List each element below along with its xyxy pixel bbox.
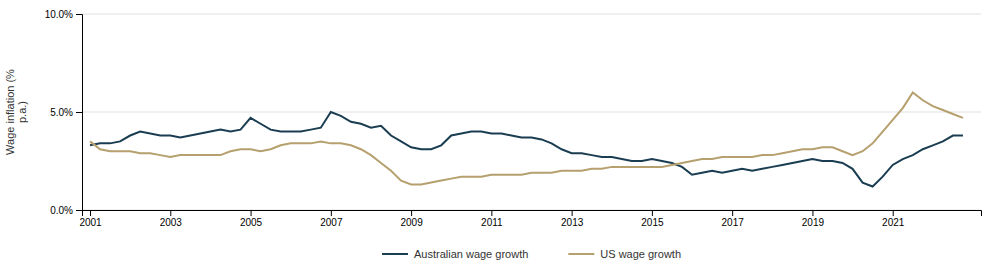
plot-area: 2001 2003 2005 2007 2009 2011 2013 2015 2017 2019… [4, 9, 982, 228]
legend-swatch [382, 253, 408, 255]
x-tick-mark [331, 210, 332, 216]
x-tick-mark [251, 210, 252, 216]
x-tick: 2019 [802, 210, 825, 228]
x-tick: 2003 [160, 210, 183, 228]
y-tick-mark [76, 210, 82, 211]
x-tick-label: 2015 [641, 217, 664, 228]
x-tick-label: 2001 [79, 217, 102, 228]
y-tick-label: 0.0% [50, 205, 73, 216]
x-tick-label: 2021 [882, 217, 905, 228]
x-tick-label: 2013 [561, 217, 584, 228]
x-tick-mark [732, 210, 733, 216]
legend-item: Australian wage growth [382, 248, 528, 260]
x-tick: 2007 [320, 210, 343, 228]
series-line [90, 112, 963, 186]
x-tick: 2021 [882, 210, 905, 228]
x-tick: 2017 [722, 210, 745, 228]
x-tick-mark [411, 210, 412, 216]
x-tick-mark [572, 210, 573, 216]
legend-label: US wage growth [600, 248, 681, 260]
x-tick-label: 2003 [160, 217, 183, 228]
y-tick: 0.0% [50, 205, 82, 216]
y-axis-title: Wage inflation (%p.a.) [4, 69, 28, 155]
x-tick-label: 2005 [240, 217, 263, 228]
x-axis: 2001 2003 2005 2007 2009 2011 2013 2015 2017 2019… [79, 210, 981, 228]
x-axis-line [83, 211, 982, 217]
grid [82, 14, 981, 210]
x-tick-label: 2011 [481, 217, 503, 228]
x-tick: 2011 [481, 210, 503, 228]
grid-line [82, 112, 981, 113]
x-tick-mark [170, 210, 171, 216]
legend-label: Australian wage growth [414, 248, 528, 260]
y-tick: 5.0% [50, 107, 82, 118]
x-tick-mark [90, 210, 91, 216]
y-axis: 0.0% 5.0% 10.0% [45, 9, 83, 216]
x-tick: 2005 [240, 210, 263, 228]
y-tick: 10.0% [45, 9, 82, 20]
series-line [90, 92, 963, 184]
x-tick: 2001 [79, 210, 102, 228]
chart-container: 2001 2003 2005 2007 2009 2011 2013 2015 2017 2019… [0, 0, 1003, 274]
chart-svg: 2001 2003 2005 2007 2009 2011 2013 2015 2017 2019… [0, 0, 1003, 274]
x-tick-mark [652, 210, 653, 216]
y-tick-label: 5.0% [50, 107, 73, 118]
x-tick: 2009 [400, 210, 423, 228]
x-tick-mark [812, 210, 813, 216]
grid-line [82, 14, 981, 15]
y-tick-mark [76, 112, 82, 113]
x-tick-label: 2017 [722, 217, 745, 228]
x-tick: 2013 [561, 210, 584, 228]
y-tick-mark [76, 14, 82, 15]
x-tick: 2015 [641, 210, 664, 228]
x-tick-label: 2007 [320, 217, 343, 228]
x-tick-mark [893, 210, 894, 216]
y-tick-label: 10.0% [45, 9, 73, 20]
legend-swatch [568, 253, 594, 255]
y-axis-line [76, 15, 83, 211]
x-tick-label: 2019 [802, 217, 825, 228]
x-tick-mark [491, 210, 492, 216]
legend-item: US wage growth [568, 248, 681, 260]
legend: Australian wage growth US wage growth [382, 248, 681, 260]
x-tick-label: 2009 [400, 217, 423, 228]
series-group [90, 92, 963, 186]
